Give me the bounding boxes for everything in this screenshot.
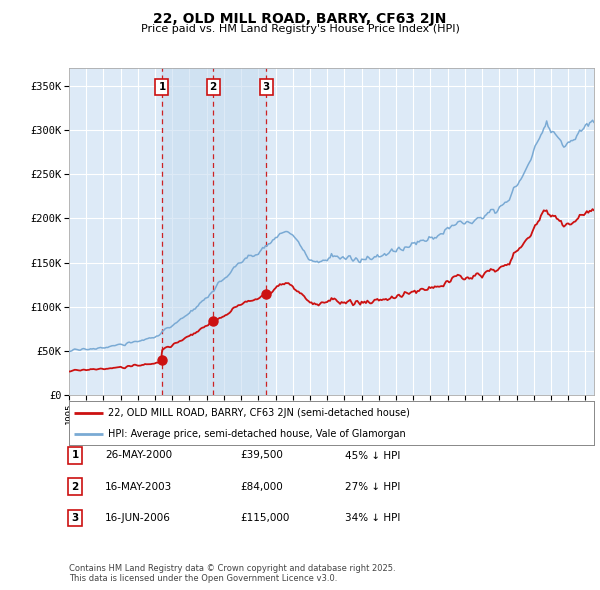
Text: 34% ↓ HPI: 34% ↓ HPI <box>345 513 400 523</box>
Text: HPI: Average price, semi-detached house, Vale of Glamorgan: HPI: Average price, semi-detached house,… <box>109 428 406 438</box>
Text: 2: 2 <box>71 482 79 491</box>
Text: Price paid vs. HM Land Registry's House Price Index (HPI): Price paid vs. HM Land Registry's House … <box>140 24 460 34</box>
Text: £84,000: £84,000 <box>240 482 283 491</box>
Text: Contains HM Land Registry data © Crown copyright and database right 2025.
This d: Contains HM Land Registry data © Crown c… <box>69 563 395 583</box>
Text: 22, OLD MILL ROAD, BARRY, CF63 2JN (semi-detached house): 22, OLD MILL ROAD, BARRY, CF63 2JN (semi… <box>109 408 410 418</box>
Text: 16-JUN-2006: 16-JUN-2006 <box>105 513 171 523</box>
Text: 26-MAY-2000: 26-MAY-2000 <box>105 451 172 460</box>
Text: 22, OLD MILL ROAD, BARRY, CF63 2JN: 22, OLD MILL ROAD, BARRY, CF63 2JN <box>154 12 446 26</box>
Text: 1: 1 <box>158 83 166 92</box>
Text: 45% ↓ HPI: 45% ↓ HPI <box>345 451 400 460</box>
Text: 2: 2 <box>209 83 217 92</box>
Text: £39,500: £39,500 <box>240 451 283 460</box>
Text: 3: 3 <box>263 83 270 92</box>
Bar <box>162 68 266 395</box>
Text: 27% ↓ HPI: 27% ↓ HPI <box>345 482 400 491</box>
Text: 1: 1 <box>71 451 79 460</box>
Text: 3: 3 <box>71 513 79 523</box>
Text: 16-MAY-2003: 16-MAY-2003 <box>105 482 172 491</box>
Text: £115,000: £115,000 <box>240 513 289 523</box>
